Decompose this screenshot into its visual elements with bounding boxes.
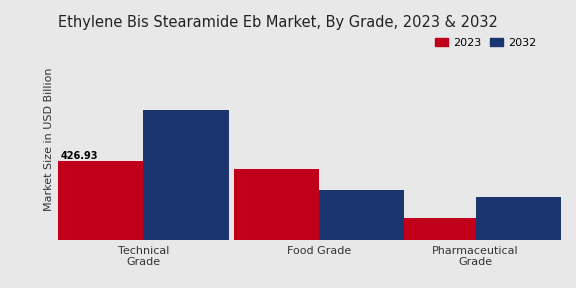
Bar xyxy=(58,161,143,240)
Bar xyxy=(476,197,561,240)
Bar xyxy=(143,110,229,240)
Bar xyxy=(319,190,404,240)
Text: Ethylene Bis Stearamide Eb Market, By Grade, 2023 & 2032: Ethylene Bis Stearamide Eb Market, By Gr… xyxy=(58,15,498,30)
Legend: 2023, 2032: 2023, 2032 xyxy=(430,34,540,52)
Bar xyxy=(233,169,319,240)
Text: 426.93: 426.93 xyxy=(61,151,98,161)
Y-axis label: Market Size in USD Billion: Market Size in USD Billion xyxy=(44,67,54,211)
Bar xyxy=(390,218,476,240)
